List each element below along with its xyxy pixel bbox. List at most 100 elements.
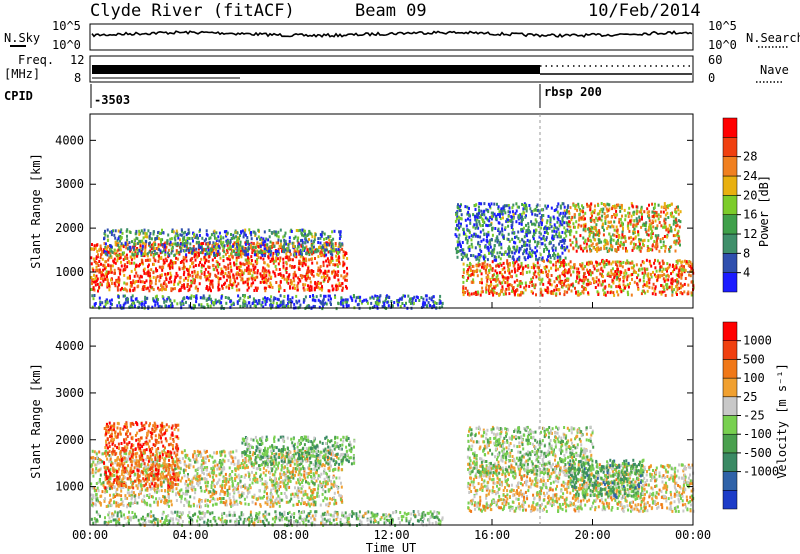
power-cell-1 bbox=[129, 247, 132, 251]
power-cell-3 bbox=[533, 233, 536, 237]
power-cell-4 bbox=[664, 221, 667, 225]
power-cell-2 bbox=[514, 270, 517, 274]
power-cell-0 bbox=[158, 254, 160, 258]
power-cell-0 bbox=[99, 247, 102, 251]
power-cell-3 bbox=[522, 210, 525, 214]
power-cell-2 bbox=[663, 273, 666, 277]
power-cell-0 bbox=[252, 270, 255, 274]
power-cell-3 bbox=[500, 246, 503, 250]
power-cell-0 bbox=[320, 253, 323, 257]
power-cell-0 bbox=[96, 262, 99, 266]
power-cell-3 bbox=[471, 245, 474, 249]
power-cell-0 bbox=[275, 267, 278, 271]
power-cell-3 bbox=[535, 228, 538, 232]
power-cell-0 bbox=[182, 265, 185, 269]
power-cell-3 bbox=[462, 227, 465, 231]
power-cell-4 bbox=[574, 244, 577, 248]
power-cell-3 bbox=[564, 231, 567, 235]
power-cell-4 bbox=[617, 238, 619, 242]
power-cell-2 bbox=[613, 293, 616, 297]
power-cell-1 bbox=[339, 230, 342, 234]
power-cell-4 bbox=[648, 213, 650, 217]
power-cell-5 bbox=[158, 304, 161, 308]
power-cell-0 bbox=[98, 268, 101, 272]
power-cell-2 bbox=[508, 271, 511, 275]
power-cell-2 bbox=[572, 265, 575, 269]
power-cell-0 bbox=[169, 261, 172, 265]
power-cell-0 bbox=[161, 288, 163, 292]
power-cell-0 bbox=[95, 274, 98, 278]
power-cell-0 bbox=[279, 280, 282, 284]
power-cell-2 bbox=[615, 263, 618, 266]
power-cell-0 bbox=[259, 256, 262, 260]
power-cell-3 bbox=[478, 244, 481, 248]
power-cell-1 bbox=[288, 249, 291, 253]
power-cell-5 bbox=[327, 298, 330, 302]
power-cell-0 bbox=[226, 248, 229, 252]
power-cell-2 bbox=[494, 284, 497, 288]
power-cell-5 bbox=[131, 305, 134, 309]
power-cell-1 bbox=[136, 248, 139, 252]
power-cell-2 bbox=[614, 260, 617, 264]
power-cell-4 bbox=[595, 216, 598, 220]
power-cell-0 bbox=[299, 255, 302, 259]
power-cell-5 bbox=[421, 303, 424, 307]
power-cell-0 bbox=[291, 286, 294, 290]
power-cell-4 bbox=[605, 207, 608, 211]
power-cell-4 bbox=[587, 227, 590, 231]
power-cell-3 bbox=[516, 245, 519, 249]
power-cell-3 bbox=[455, 247, 457, 251]
power-cell-5 bbox=[415, 295, 418, 299]
power-cell-4 bbox=[669, 245, 672, 249]
power-cell-2 bbox=[535, 293, 537, 297]
power-cell-5 bbox=[318, 305, 321, 309]
power-cell-4 bbox=[639, 249, 642, 253]
power-cell-0 bbox=[107, 263, 110, 267]
power-cell-1 bbox=[310, 250, 313, 254]
power-cell-4 bbox=[578, 216, 581, 220]
power-cell-1 bbox=[175, 229, 178, 233]
power-cell-3 bbox=[526, 243, 529, 247]
power-cell-2 bbox=[570, 289, 573, 293]
power-cell-1 bbox=[191, 236, 194, 240]
power-cell-4 bbox=[611, 224, 614, 228]
power-cell-0 bbox=[105, 270, 108, 274]
power-cell-3 bbox=[483, 257, 485, 261]
power-cell-0 bbox=[197, 263, 200, 267]
power-cell-4 bbox=[648, 219, 651, 223]
power-cell-0 bbox=[259, 272, 262, 276]
power-cell-5 bbox=[430, 298, 433, 302]
power-cell-2 bbox=[462, 280, 465, 284]
power-cell-3 bbox=[515, 235, 518, 239]
power-cell-4 bbox=[646, 211, 649, 215]
power-cell-3 bbox=[464, 205, 467, 209]
power-cell-4 bbox=[596, 249, 599, 253]
power-cell-0 bbox=[108, 256, 111, 260]
power-cell-0 bbox=[310, 269, 313, 273]
power-cell-2 bbox=[493, 286, 496, 290]
power-cell-3 bbox=[559, 235, 562, 239]
power-cell-2 bbox=[632, 266, 635, 270]
power-cell-4 bbox=[651, 230, 654, 234]
power-cell-1 bbox=[312, 241, 315, 245]
power-cell-2 bbox=[462, 271, 465, 275]
velocity-cell-0 bbox=[193, 496, 196, 500]
power-cell-0 bbox=[338, 256, 341, 260]
power-cell-2 bbox=[581, 267, 584, 271]
power-cell-0 bbox=[293, 279, 296, 283]
power-cell-2 bbox=[661, 290, 664, 294]
power-cell-3 bbox=[511, 231, 514, 235]
power-cell-0 bbox=[160, 273, 163, 277]
power-cell-0 bbox=[192, 265, 195, 269]
power-cell-5 bbox=[379, 294, 382, 298]
power-cell-0 bbox=[182, 273, 185, 277]
power-cell-0 bbox=[95, 268, 98, 272]
power-cell-4 bbox=[622, 226, 624, 230]
power-cell-0 bbox=[161, 268, 164, 272]
power-cell-2 bbox=[631, 277, 633, 281]
power-cell-3 bbox=[507, 210, 510, 214]
power-cell-0 bbox=[263, 243, 266, 247]
power-cell-5 bbox=[236, 300, 239, 304]
power-cell-3 bbox=[474, 218, 477, 222]
power-cell-1 bbox=[244, 253, 247, 257]
